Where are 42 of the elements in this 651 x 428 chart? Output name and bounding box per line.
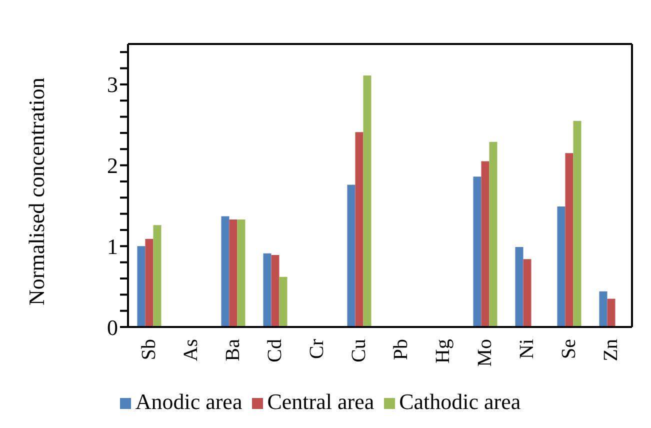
y-axis-title: Normalised concentration	[24, 78, 49, 306]
x-tick-label: Pb	[390, 339, 412, 360]
y-tick-label: 2	[107, 153, 118, 178]
x-tick-label: Cr	[306, 338, 328, 359]
bar	[271, 255, 280, 327]
x-tick-label: Mo	[474, 339, 496, 367]
bar	[481, 161, 490, 327]
x-tick-label: Hg	[432, 339, 454, 364]
bar	[347, 184, 356, 327]
bar	[515, 246, 524, 327]
bar	[263, 253, 272, 327]
y-tick-label: 1	[107, 234, 118, 259]
x-tick-label: Ba	[222, 338, 244, 362]
bar	[221, 216, 230, 327]
x-tick-label: Zn	[600, 339, 622, 362]
legend-label: Anodic area	[135, 389, 242, 414]
bar	[153, 225, 162, 327]
bar	[279, 276, 288, 327]
bar	[363, 76, 372, 327]
x-tick-label: Sb	[138, 339, 160, 360]
y-tick-label: 0	[107, 314, 118, 340]
bar	[565, 153, 574, 327]
bar	[355, 132, 364, 327]
legend-label: Cathodic area	[399, 389, 521, 414]
x-tick-label: Cu	[348, 339, 370, 362]
x-tick-label: Ni	[516, 338, 538, 359]
bar	[237, 219, 246, 327]
bar	[607, 298, 616, 327]
bar	[145, 238, 154, 327]
x-tick-label: Se	[558, 338, 580, 359]
bar	[229, 219, 238, 327]
bar	[137, 246, 146, 327]
bar	[573, 120, 582, 327]
x-tick-label: As	[180, 338, 202, 362]
y-tick-label: 3	[107, 72, 118, 98]
legend-label: Central area	[267, 389, 374, 414]
bar	[473, 176, 482, 327]
bar	[523, 259, 532, 327]
bar	[489, 142, 498, 327]
bar	[599, 291, 608, 327]
bar	[557, 206, 566, 327]
x-tick-label: Cd	[264, 339, 286, 362]
